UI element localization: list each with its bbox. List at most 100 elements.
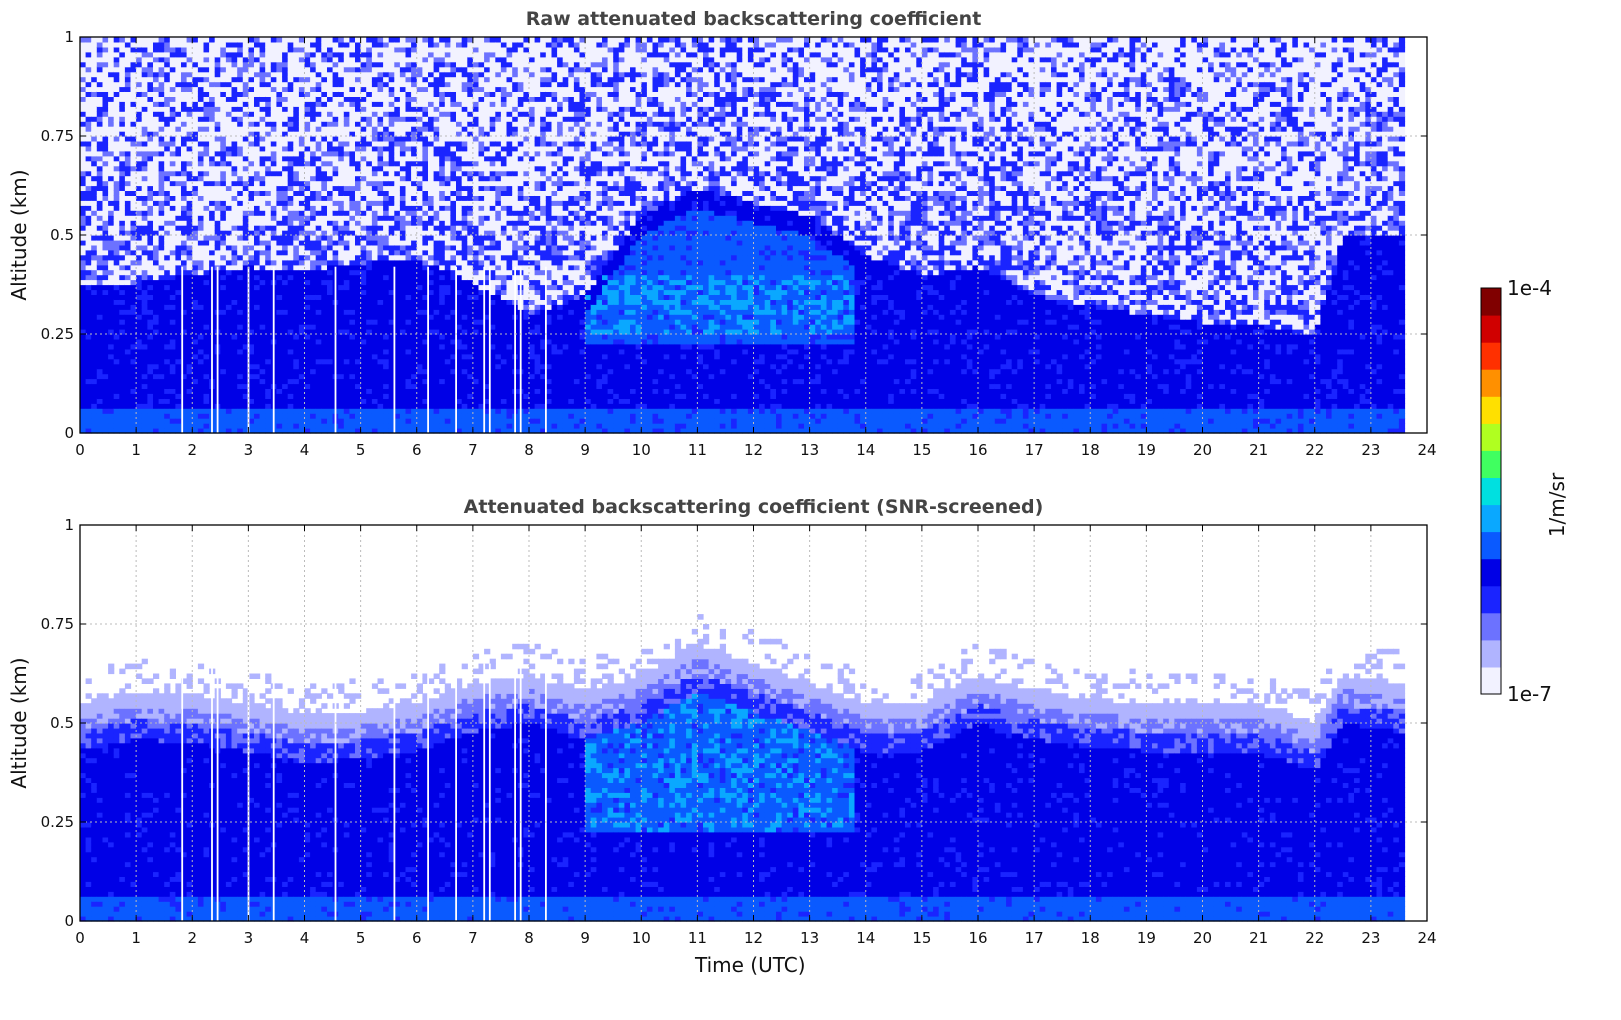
data-gap <box>488 266 491 433</box>
data-gap <box>334 266 337 433</box>
heatmap-cells <box>80 614 1406 922</box>
data-gap <box>272 266 275 433</box>
x-tick-label: 0 <box>75 441 85 459</box>
x-tick-label: 24 <box>1417 441 1436 459</box>
y-tick-label: 0.25 <box>41 325 74 343</box>
data-gap <box>393 663 396 921</box>
heatmap-cells <box>80 37 1406 434</box>
x-axis-label: Time (UTC) <box>695 953 806 977</box>
grid <box>80 525 1427 921</box>
x-tick-label: 13 <box>800 929 819 947</box>
y-axis-label: Altitude (km) <box>7 657 31 788</box>
data-gap <box>211 663 213 921</box>
x-tick-label: 0 <box>75 929 85 947</box>
x-tick-label: 12 <box>744 929 763 947</box>
raw-backscatter-heatmap: 0 1 2 3 4 5 6 7 8 9 10 11 12 13 14 15 16 17 18 19 20 21 22 23 24… <box>7 28 1437 459</box>
x-tick-label: 9 <box>580 929 590 947</box>
x-tick-label: 8 <box>524 929 534 947</box>
x-tick-label: 19 <box>1137 929 1156 947</box>
x-tick-label: 24 <box>1417 929 1436 947</box>
data-gap <box>427 663 429 921</box>
data-gap <box>181 663 184 921</box>
x-tick-label: 4 <box>300 441 310 459</box>
data-gap <box>514 266 516 433</box>
x-tick-label: 6 <box>412 929 422 947</box>
x-tick-label: 5 <box>356 441 366 459</box>
x-tick-label: 7 <box>468 929 478 947</box>
bottom-panel-title: Attenuated backscattering coefficient (S… <box>80 496 1427 518</box>
x-tick-label: 14 <box>856 441 875 459</box>
x-tick-label: 21 <box>1249 441 1268 459</box>
colorbar-frame <box>1480 287 1502 695</box>
x-tick-label: 6 <box>412 441 422 459</box>
data-gap <box>519 266 522 433</box>
top-panel-title: Raw attenuated backscattering coefficien… <box>80 8 1427 30</box>
y-tick-label: 0.5 <box>50 714 74 732</box>
colorbar-unit-label: 1/m/sr <box>1545 473 1569 537</box>
y-tick-label: 0.5 <box>50 226 74 244</box>
x-tick-label: 17 <box>1025 441 1044 459</box>
data-gap <box>247 663 250 921</box>
x-tick-label: 15 <box>912 441 931 459</box>
x-tick-label: 2 <box>187 441 197 459</box>
x-tick-label: 10 <box>632 441 651 459</box>
x-tick-label: 20 <box>1193 929 1212 947</box>
data-gap <box>483 266 486 433</box>
data-gap <box>393 266 396 433</box>
x-tick-label: 1 <box>131 441 141 459</box>
x-tick-label: 14 <box>856 929 875 947</box>
data-gap <box>455 266 457 433</box>
x-tick-label: 3 <box>244 441 254 459</box>
data-gap <box>514 663 516 921</box>
data-gap <box>211 266 213 433</box>
data-gap <box>427 266 429 433</box>
data-gap <box>272 663 275 921</box>
data-gap <box>247 266 250 433</box>
x-tick-label: 18 <box>1081 929 1100 947</box>
data-gap <box>455 663 457 921</box>
y-tick-label: 1 <box>64 28 74 46</box>
x-tick-label: 18 <box>1081 441 1100 459</box>
colorbar <box>1480 287 1502 695</box>
data-gap <box>488 663 491 921</box>
x-tick-label: 4 <box>300 929 310 947</box>
y-tick-label: 1 <box>64 516 74 534</box>
data-gap <box>334 663 337 921</box>
x-tick-label: 23 <box>1361 929 1380 947</box>
x-tick-label: 22 <box>1305 929 1324 947</box>
data-gap <box>545 266 547 433</box>
y-tick-label: 0.25 <box>41 813 74 831</box>
data-gap <box>545 663 547 921</box>
y-axis-label: Altitude (km) <box>7 169 31 300</box>
x-tick-label: 20 <box>1193 441 1212 459</box>
x-tick-label: 1 <box>131 929 141 947</box>
x-tick-label: 9 <box>580 441 590 459</box>
x-tick-label: 10 <box>632 929 651 947</box>
grid <box>80 37 1427 433</box>
x-tick-label: 22 <box>1305 441 1324 459</box>
colorbar-min-label: 1e-7 <box>1507 682 1552 706</box>
y-tick-label: 0.75 <box>41 127 74 145</box>
x-tick-label: 2 <box>187 929 197 947</box>
colorbar-max-label: 1e-4 <box>1507 276 1552 300</box>
x-tick-label: 8 <box>524 441 534 459</box>
data-gap <box>181 266 184 433</box>
x-tick-label: 3 <box>244 929 254 947</box>
x-tick-label: 12 <box>744 441 763 459</box>
data-gap <box>216 266 219 433</box>
x-tick-label: 13 <box>800 441 819 459</box>
x-tick-label: 19 <box>1137 441 1156 459</box>
data-gap <box>483 663 486 921</box>
x-tick-label: 16 <box>968 929 987 947</box>
x-tick-label: 17 <box>1025 929 1044 947</box>
x-tick-label: 11 <box>688 441 707 459</box>
x-tick-label: 15 <box>912 929 931 947</box>
y-tick-label: 0 <box>64 424 74 442</box>
screened-backscatter-heatmap: 0 1 2 3 4 5 6 7 8 9 10 11 12 13 14 15 16 17 18 19 20 21 22 23 24… <box>7 516 1437 947</box>
x-tick-label: 11 <box>688 929 707 947</box>
y-tick-label: 0 <box>64 912 74 930</box>
x-tick-label: 16 <box>968 441 987 459</box>
x-tick-label: 21 <box>1249 929 1268 947</box>
x-tick-label: 5 <box>356 929 366 947</box>
data-gap <box>216 663 219 921</box>
